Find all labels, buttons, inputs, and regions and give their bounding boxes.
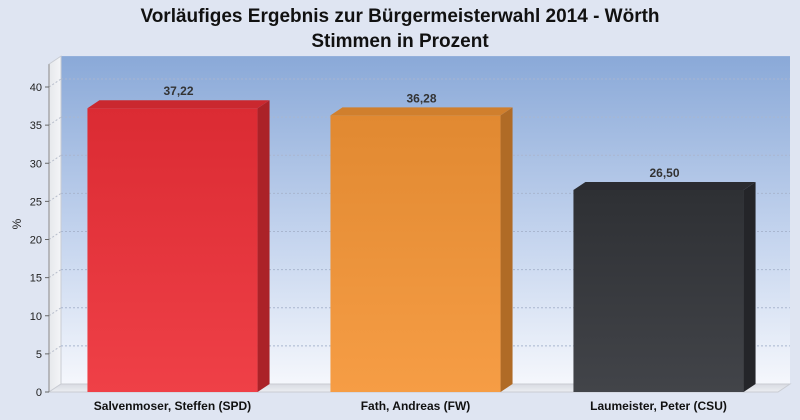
- bar-3: 26,50: [573, 166, 756, 392]
- y-tick-label: 5: [36, 349, 42, 361]
- chart-subtitle: Stimmen in Prozent: [311, 31, 489, 52]
- bar-side: [500, 107, 513, 393]
- gridline-side: [48, 345, 62, 355]
- x-tick-label: Fath, Andreas (FW): [361, 399, 471, 413]
- data-label: 26,50: [649, 166, 679, 180]
- chart-title-block: Vorläufiges Ergebnis zur Bürgermeisterwa…: [0, 4, 800, 54]
- y-axis: 0 5 10 15 20 25 30 35 40%: [10, 64, 50, 399]
- x-axis: Salvenmoser, Steffen (SPD) Fath, Andreas …: [94, 399, 727, 413]
- y-tick-label: 15: [30, 273, 42, 285]
- bars: 37,22 36,28 26,50: [87, 84, 756, 393]
- bar-side: [743, 181, 756, 392]
- y-tick-label: 35: [30, 120, 42, 132]
- bar-top: [573, 181, 756, 190]
- chart-title: Vorläufiges Ergebnis zur Bürgermeisterwa…: [140, 6, 660, 27]
- y-tick-label: 30: [30, 158, 42, 170]
- y-tick-label: 20: [30, 235, 42, 247]
- gridline-side: [48, 116, 62, 126]
- bar-side: [257, 100, 270, 392]
- bar-front: [330, 115, 501, 393]
- gridline-side: [48, 231, 62, 240]
- y-tick-label: 0: [36, 387, 42, 399]
- bar-2: 36,28: [330, 91, 513, 393]
- x-tick-label: Salvenmoser, Steffen (SPD): [94, 399, 251, 413]
- bar-front: [573, 189, 744, 392]
- y-tick-label: 40: [30, 82, 42, 94]
- gridline-side: [48, 192, 62, 202]
- plot-side-wall: [48, 55, 62, 393]
- y-tick-label: 10: [30, 311, 42, 323]
- bar-1: 37,22: [87, 84, 270, 392]
- bar-front: [87, 108, 258, 392]
- bar-top: [330, 107, 513, 116]
- data-label: 37,22: [163, 84, 193, 98]
- x-tick-label: Laumeister, Peter (CSU): [590, 399, 727, 413]
- y-axis-label: %: [10, 218, 24, 229]
- gridline-side: [48, 307, 62, 317]
- data-label: 36,28: [406, 91, 436, 105]
- gridline-side: [48, 269, 62, 279]
- gridline-side: [48, 78, 62, 88]
- y-tick-label: 25: [30, 196, 42, 208]
- gridline-side: [48, 154, 62, 164]
- bar-top: [87, 100, 270, 109]
